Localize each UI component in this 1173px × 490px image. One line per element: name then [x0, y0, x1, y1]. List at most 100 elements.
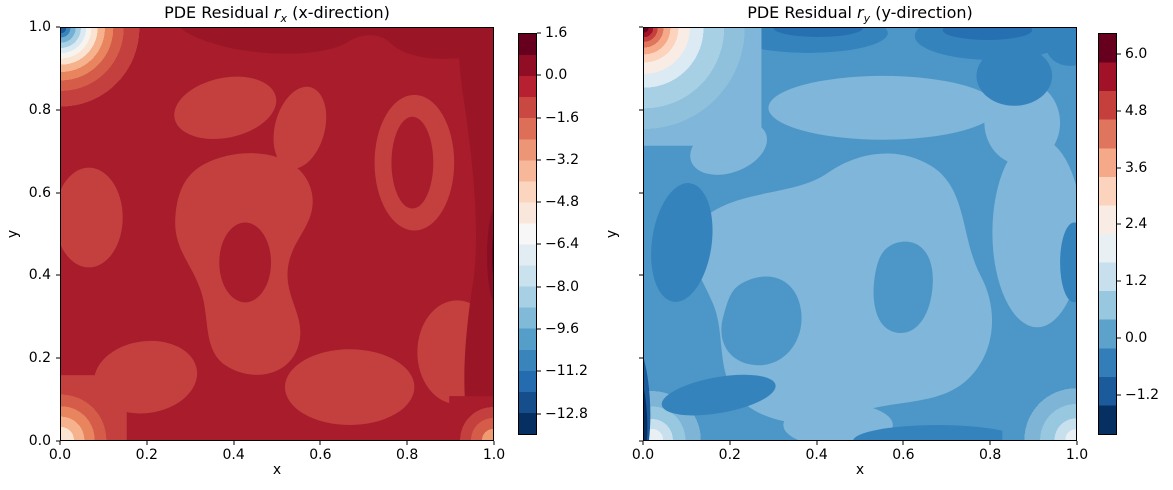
cb-tick-label: 6.0	[1125, 46, 1148, 63]
x-tick-label: 0.6	[309, 447, 332, 463]
cb-tick-mark	[537, 413, 541, 415]
cb-tick-mark	[537, 328, 541, 330]
cb-tick-mark	[1117, 280, 1121, 282]
left-xaxis: 0.0 0.2 0.4 0.6 0.8 1.0	[49, 441, 505, 463]
right-yaxis-label: y	[604, 229, 620, 239]
cb-tick-label: −11.2	[545, 363, 588, 380]
y-tick-mark	[639, 26, 643, 28]
cb-tick-label: −6.4	[545, 236, 579, 253]
cb-tick-label: 4.8	[1125, 102, 1148, 119]
x-tick-mark	[729, 441, 731, 445]
y-tick-mark	[56, 109, 60, 111]
y-tick-mark	[639, 109, 643, 111]
x-tick-label: 0.8	[396, 447, 419, 463]
right-title-var: r	[857, 3, 864, 22]
cb-tick-mark	[537, 243, 541, 245]
cb-tick-label: −1.2	[1125, 386, 1159, 403]
cb-tick-mark	[537, 201, 541, 203]
left-xaxis-label: x	[272, 462, 282, 478]
left-title-prefix: PDE Residual	[164, 3, 274, 22]
cb-tick-label: −4.8	[545, 194, 579, 211]
ry-topleft-corner-fan	[644, 28, 762, 146]
right-xaxis: 0.0 0.2 0.4 0.6 0.8 1.0	[632, 441, 1088, 463]
y-tick-mark	[639, 440, 643, 442]
cb-tick-mark	[537, 74, 541, 76]
x-tick-label: 0.2	[135, 447, 158, 463]
rx-bottomright-corner-fan	[449, 396, 493, 440]
cb-tick-mark	[1117, 223, 1121, 225]
left-yaxis: 1.0 0.8 0.6 0.4 0.2 0.0	[16, 19, 60, 449]
y-tick-label: 0.0	[28, 433, 51, 449]
cb-tick-label: −8.0	[545, 279, 579, 296]
ry-bottomright-corner-fan	[1002, 366, 1076, 440]
ry-left-edge-sliver-core	[644, 389, 648, 440]
right-plot-title: PDE Residual ry (y-direction)	[643, 3, 1077, 29]
right-colorbar-axis: 6.0 4.8 3.6 2.4 1.2 0.0 −1.2	[1117, 33, 1173, 435]
cb-tick-label: 1.2	[1125, 273, 1148, 290]
x-tick-mark	[146, 441, 148, 445]
rx-darker-contour-bands	[180, 28, 493, 440]
cb-tick-label: 0.0	[1125, 330, 1148, 347]
cb-tick-label: −3.2	[545, 152, 579, 169]
x-tick-mark	[1076, 441, 1078, 445]
left-title-suffix: (x-direction)	[286, 3, 390, 22]
left-title-var: r	[273, 3, 281, 22]
cb-tick-mark	[537, 159, 541, 161]
x-tick-mark	[493, 441, 495, 445]
x-tick-label: 0.4	[805, 447, 828, 463]
x-tick-mark	[59, 441, 61, 445]
x-tick-label: 1.0	[482, 447, 506, 463]
cb-tick-label: 3.6	[1125, 159, 1148, 176]
cb-tick-mark	[537, 32, 541, 34]
ry-bottomleft-dark-cap	[661, 374, 776, 416]
cb-tick-mark	[1117, 394, 1121, 396]
left-yaxis-label: y	[5, 229, 21, 239]
rx-right-edge-spike-core	[492, 235, 493, 276]
y-tick-label: 0.6	[28, 184, 51, 201]
y-tick-label: 1.0	[28, 19, 51, 35]
x-tick-mark	[816, 441, 818, 445]
cb-tick-mark	[537, 117, 541, 119]
ry-darkest-top-bands	[773, 28, 1033, 40]
ry-lighter-contour-blobs	[690, 75, 1076, 440]
left-title-sub: x	[280, 12, 287, 26]
x-tick-mark	[406, 441, 408, 445]
y-tick-mark	[56, 26, 60, 28]
rx-topleft-corner-fan	[61, 28, 169, 136]
cb-tick-mark	[537, 370, 541, 372]
right-title-sub: y	[863, 12, 871, 26]
left-colorbar-axis: 1.6 0.0 −1.6 −3.2 −4.8 −6.4 −8.0 −9.6 −11.2 −12.8	[537, 25, 603, 435]
x-tick-label: 0.2	[718, 447, 741, 463]
y-tick-mark	[639, 192, 643, 194]
x-tick-mark	[319, 441, 321, 445]
left-plot-title: PDE Residual rx (x-direction)	[60, 3, 494, 29]
left-colorbar	[518, 33, 537, 435]
cb-tick-mark	[1117, 337, 1121, 339]
cb-tick-label: −12.8	[545, 405, 588, 422]
right-yaxis	[599, 26, 643, 442]
x-tick-label: 0.0	[631, 447, 655, 463]
y-tick-mark	[56, 357, 60, 359]
cb-tick-label: −9.6	[545, 321, 579, 338]
x-tick-mark	[642, 441, 644, 445]
cb-tick-label: 2.4	[1125, 216, 1148, 233]
x-tick-mark	[233, 441, 235, 445]
y-tick-label: 0.2	[28, 350, 51, 367]
right-plot-area	[643, 27, 1077, 441]
y-tick-mark	[56, 274, 60, 276]
x-tick-label: 0.0	[48, 447, 72, 463]
cb-tick-mark	[1117, 167, 1121, 169]
right-xaxis-label: x	[855, 462, 865, 478]
rx-bottomleft-corner-fan	[61, 375, 127, 440]
y-tick-mark	[56, 440, 60, 442]
cb-tick-mark	[1117, 53, 1121, 55]
right-colorbar	[1098, 33, 1117, 435]
cb-tick-label: 0.0	[545, 67, 568, 84]
x-tick-mark	[902, 441, 904, 445]
cb-tick-mark	[1117, 110, 1121, 112]
x-tick-label: 0.4	[222, 447, 245, 463]
y-tick-mark	[639, 357, 643, 359]
rx-right-edge-spike-outer	[487, 210, 493, 301]
y-tick-mark	[56, 192, 60, 194]
